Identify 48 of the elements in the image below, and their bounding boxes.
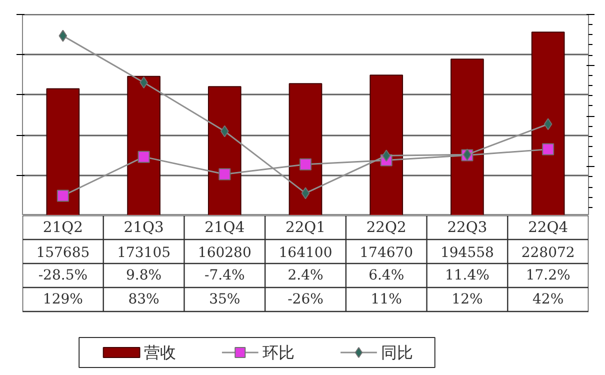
data-label: 129% [42,292,83,308]
data-label: 2.4% [288,268,324,284]
bar [370,74,404,215]
data-label: -7.4% [204,268,245,284]
legend-label: 营收 [144,343,176,362]
bar [46,88,80,215]
data-label: 42% [532,292,564,308]
bar [450,58,484,215]
data-label: 17.2% [526,268,570,284]
data-label: 164100 [278,245,332,261]
point [301,187,310,200]
point [218,168,231,180]
x-tick-label: 21Q2 [42,219,83,236]
data-label: 173105 [117,245,171,261]
data-label: 160280 [198,245,252,261]
data-label: 12% [452,292,483,308]
point [138,150,150,163]
x-tick-label: 22Q4 [528,219,568,236]
x-tick-label: 22Q2 [366,219,406,236]
x-tick-label: 22Q1 [286,219,326,236]
data-label: 174670 [360,245,414,261]
x-tick-label: 22Q3 [447,219,488,236]
data-label: 11.4% [444,268,490,284]
point [544,118,552,130]
data-label: 6.4% [368,268,404,284]
point [58,30,68,42]
bar [531,32,565,215]
bar [288,83,322,215]
point [56,190,69,202]
data-label: 83% [128,292,160,308]
point [382,150,391,162]
data-label: -28.5% [38,268,88,284]
bar [127,76,160,215]
data-label: 11% [370,292,402,308]
legend-label: 同比 [380,343,413,362]
data-label: 228072 [521,245,575,261]
bar [208,86,242,215]
point [300,158,312,170]
x-tick-label: 21Q4 [204,219,245,236]
data-label: 194558 [440,245,494,261]
data-label: 9.8% [126,268,162,284]
data-label: 35% [209,292,240,308]
point [220,125,229,138]
point [542,143,554,156]
data-label: -26% [288,292,324,308]
data-label: 157685 [36,245,90,261]
legend-label: 环比 [262,343,294,362]
x-tick-label: 21Q3 [124,219,164,236]
